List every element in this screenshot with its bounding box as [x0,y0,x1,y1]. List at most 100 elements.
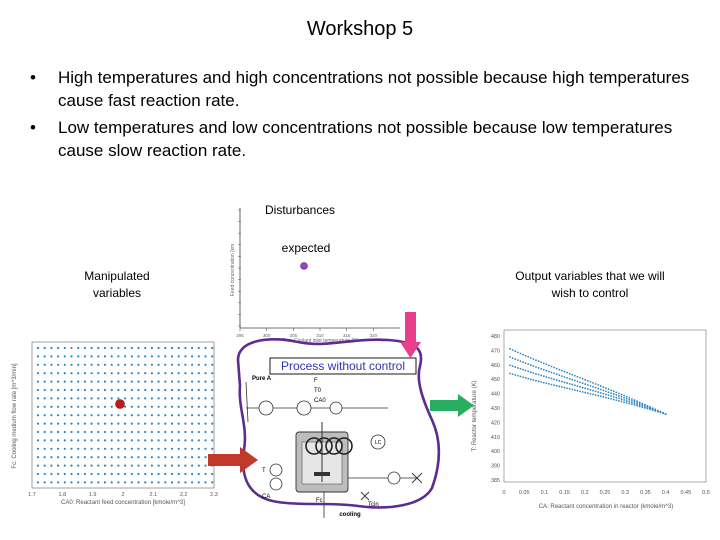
grid-point [144,346,147,350]
data-point [511,373,514,376]
grid-point [150,388,153,392]
grid-point [83,355,86,358]
grid-point [103,472,107,476]
data-point [623,399,626,401]
grid-point [57,380,60,383]
x-tick-label: 295 [236,333,244,338]
grid-point [57,372,60,375]
grid-point [184,447,187,450]
data-point [573,384,576,387]
grid-point [43,422,46,425]
data-point [519,360,522,363]
data-point [612,398,615,401]
grid-point [144,439,147,442]
grid-point [117,363,120,366]
data-point [592,385,594,388]
x-tick-label: 315 [343,333,351,338]
grid-point [164,355,167,358]
grid-point [50,439,53,442]
grid-point [124,447,127,450]
grid-point [90,363,93,366]
grid-point [57,447,60,450]
grid-point [90,388,93,392]
grid-point [57,456,60,459]
grid-point [164,388,167,392]
grid-point [110,472,113,476]
data-point [654,408,657,411]
grid-point [177,380,180,383]
grid-point [144,430,147,434]
data-point [568,382,571,385]
data-point [592,382,594,384]
grid-point [184,388,187,392]
grid-point [191,355,194,358]
data-point [524,377,527,379]
grid-point [103,456,107,459]
grid-point [77,456,80,459]
bullet-item: • Low temperatures and low concentration… [30,116,690,162]
grid-point [170,447,174,450]
data-point [589,388,592,391]
data-point [594,386,597,389]
grid-point [97,346,100,350]
grid-point [157,430,160,434]
grid-point [77,414,80,417]
grid-point [197,397,200,400]
grid-point [63,447,66,450]
grid-point [137,422,140,425]
grid-point [150,422,153,425]
grid-point [50,380,53,383]
data-point [568,372,571,375]
feed-pipe-vertical [245,381,249,423]
grid-point [36,397,40,400]
grid-point [110,346,113,350]
grid-point [117,472,120,476]
x-ticks: 1.7 1.8 1.9 2 2.1 2.2 2.3 [28,492,218,498]
process-diagram: Process without control Pure A F T0 CA0 … [236,338,441,518]
grid-point [83,422,86,425]
grid-point [83,388,86,392]
grid-point [170,405,174,408]
grid-point [63,363,66,366]
grid-point [164,397,167,400]
disturbances-label: Disturbances [264,203,336,217]
grid-point [43,405,46,408]
data-point [529,364,532,366]
grid-point [110,430,113,434]
grid-point [70,456,73,459]
grid-point [117,456,120,459]
grid-point [184,355,187,358]
grid-point [97,405,100,408]
data-point [555,379,558,381]
grid-point [83,363,86,366]
grid-point [197,380,200,383]
grid-point [197,422,200,425]
data-point [548,364,550,367]
data-point [555,367,558,370]
mixer-icon [296,400,312,416]
grid-point [97,388,100,392]
grid-point [90,439,93,442]
grid-point [50,464,53,467]
grid-point [144,456,147,459]
grid-point [157,363,160,366]
grid-point [63,422,66,425]
grid-point [57,388,60,392]
grid-point [211,422,214,425]
data-point [630,398,633,400]
grid-point [191,405,194,408]
grid-point [57,363,60,366]
data-point [610,392,613,395]
grid-point [170,414,174,417]
grid-point [130,380,133,383]
grid-point [130,388,133,392]
data-point [537,367,540,369]
grid-point [130,405,133,408]
grid-point [184,430,187,434]
grid-point [77,388,80,392]
y-tick-label: 460 [491,363,500,369]
grid-point [170,397,174,400]
grid-point [211,464,214,467]
data-point [602,389,605,392]
